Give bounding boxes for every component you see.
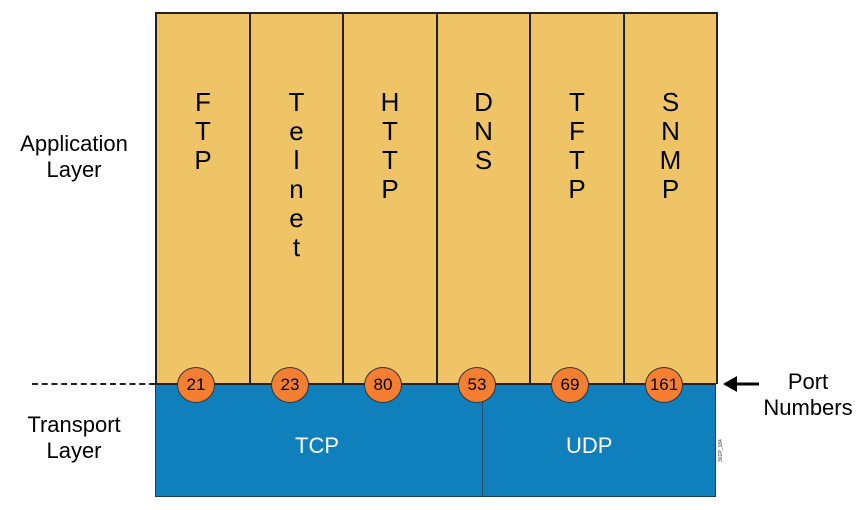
application-layer-block — [155, 12, 716, 384]
protocol-letter: e — [289, 203, 304, 233]
layer-boundary-line — [155, 383, 716, 385]
protocol-letter: t — [292, 232, 301, 262]
protocol-letter: P — [194, 145, 212, 175]
protocol-letter: N — [474, 116, 493, 146]
protocol-letter: T — [569, 87, 585, 117]
protocol-letter: T — [382, 116, 398, 146]
port-circle-http: 80 — [364, 367, 402, 403]
protocol-letter: F — [569, 116, 585, 146]
protocol-letter: H — [380, 87, 400, 117]
port-circle-ftp: 21 — [177, 367, 215, 403]
layer-boundary-dashed-line — [32, 383, 155, 385]
protocol-letter: n — [289, 174, 304, 204]
port-numbers-label: Port Numbers — [763, 369, 853, 420]
protocol-letter: F — [195, 87, 211, 117]
protocol-letter: P — [381, 174, 399, 204]
protocol-letter: D — [474, 87, 493, 117]
protocol-letter: S — [474, 145, 493, 175]
transport-layer-block — [155, 384, 716, 497]
transport-layer-label: Transport Layer — [27, 412, 121, 463]
port-circle-dns: 53 — [458, 367, 496, 403]
tcp-udp-divider — [482, 400, 483, 497]
protocol-letter: N — [661, 116, 680, 146]
left-arrow-icon — [723, 376, 759, 392]
udp-label: UDP — [566, 433, 613, 458]
protocol-letter: e — [289, 116, 304, 146]
protocol-letter: T — [288, 87, 305, 117]
port-circle-snmp: 161 — [645, 367, 683, 403]
protocol-letter: T — [569, 145, 585, 175]
protocol-letter: P — [568, 174, 586, 204]
tcp-label: TCP — [295, 433, 339, 458]
figure-id: 301P_184 — [718, 439, 724, 462]
protocol-letter: T — [195, 116, 211, 146]
application-layer-label: Application Layer — [20, 131, 128, 182]
protocol-letter: l — [293, 145, 300, 175]
port-circle-tftp: 69 — [551, 367, 589, 403]
port-circle-telnet: 23 — [271, 367, 309, 403]
protocol-letter: P — [661, 174, 680, 204]
application-block-top-border — [155, 12, 716, 14]
protocol-letter: T — [382, 145, 398, 175]
protocol-letter: M — [659, 145, 682, 175]
protocol-letter: S — [661, 87, 680, 117]
